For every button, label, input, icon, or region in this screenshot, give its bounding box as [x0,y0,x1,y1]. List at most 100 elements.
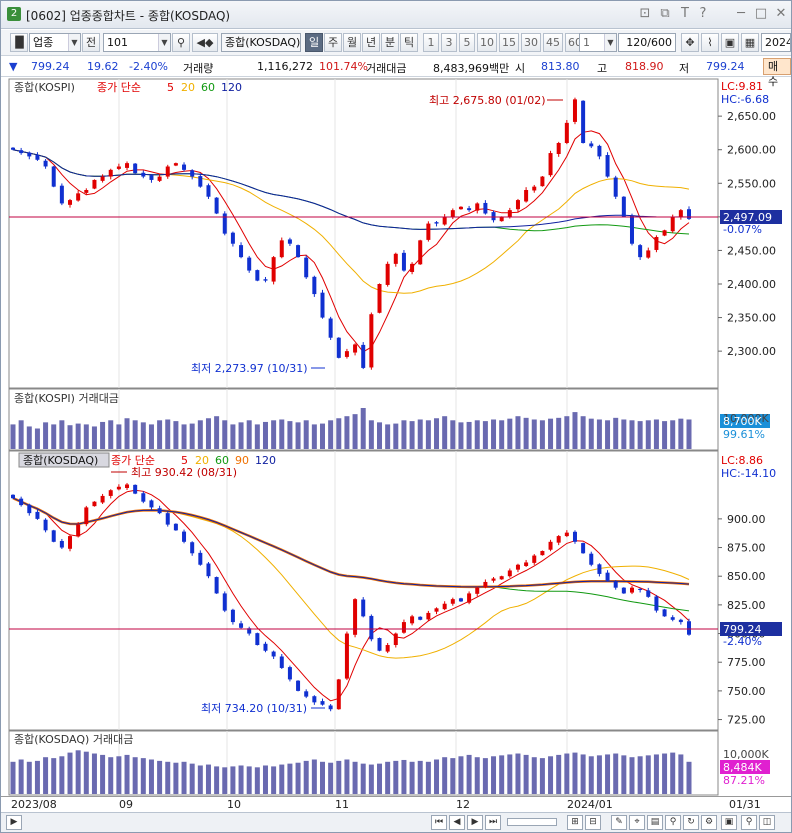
kospi-volume-bar [140,422,146,449]
tool-6-icon[interactable]: ⚙ [701,815,717,830]
kosdaq-candle-body [68,536,73,549]
kospi-last-change: -0.07% [723,223,762,236]
minimize-icon[interactable]: ─ [737,6,745,21]
search-icon[interactable]: ⚲ [172,33,190,52]
kospi-volume-bar [26,426,32,449]
kospi-candle-body [198,176,203,187]
kosdaq-candle-body [222,593,227,611]
kospi-candle-body [475,203,480,211]
period-minute[interactable]: 분 [381,33,399,52]
quote-high: 818.90 [625,60,664,73]
kospi-candle-body [35,155,40,160]
kospi-volume-bar [523,417,529,449]
close-icon[interactable]: ✕ [775,6,787,21]
kospi-candle-body [507,210,512,217]
scroll-next-icon[interactable]: ▶ [467,815,483,830]
zoom-in-icon[interactable]: ⊞ [567,815,583,830]
kosdaq-vol-last: 8,484K [723,761,762,774]
zoom-slider[interactable] [507,818,557,826]
quote-low: 799.24 [706,60,745,73]
period-tick[interactable]: 틱 [400,33,418,52]
interval-10[interactable]: 10 [477,33,497,52]
link-icon[interactable]: ⧉ [660,6,670,21]
kospi-volume-bar [10,424,16,449]
layout-icon[interactable]: ⊡ [639,6,651,21]
kosdaq-volume-bar [214,766,220,794]
period-month[interactable]: 월 [343,33,361,52]
tool-8-icon[interactable]: ⚲ [741,815,757,830]
kosdaq-candle-body [540,550,545,556]
kospi-volume-bar [18,420,24,449]
kospi-ma120: 120 [221,81,242,94]
date-field[interactable]: 2024/ [761,33,791,52]
save-icon[interactable]: ▣ [721,33,739,52]
help-icon[interactable]: ? [699,6,707,21]
kospi-candle-body [678,210,683,217]
kospi-candle-body [621,196,626,217]
tool-4-icon[interactable]: ⚲ [665,815,681,830]
kospi-volume-bar [613,417,619,449]
all-button[interactable]: 전 [82,33,100,52]
period-day[interactable]: 일 [305,33,323,52]
count-field[interactable]: 120/600 [618,33,676,52]
calendar-icon[interactable]: ▦ [741,33,759,52]
kospi-candle-body [670,216,675,232]
kosdaq-legend-box [18,452,110,468]
scroll-start-icon[interactable]: ▶ [6,815,22,830]
scroll-last-icon[interactable]: ⏭ [485,815,501,830]
kosdaq-volume-bar [409,761,415,794]
tool-1-icon[interactable]: ✎ [611,815,627,830]
kosdaq-volume-bar [124,754,130,794]
interval-select[interactable]: 1 ▼ [579,33,617,52]
tool-5-icon[interactable]: ↻ [683,815,699,830]
interval-15[interactable]: 15 [499,33,519,52]
tool-7-icon[interactable]: ▣ [721,815,737,830]
kosdaq-candle-body [450,599,455,604]
kospi-candle-body [51,166,56,187]
kosdaq-vol-pct: 87.21% [723,774,765,787]
kosdaq-volume-bar [621,755,627,794]
kospi-hc: HC:-6.68 [721,93,769,106]
interval-1[interactable]: 1 [423,33,439,52]
interval-30[interactable]: 30 [521,33,541,52]
scroll-prev-icon[interactable]: ◀ [449,815,465,830]
kospi-ytick-label: 2,450.00 [727,244,776,257]
crosshair-icon[interactable]: ✥ [681,33,699,52]
kosdaq-volume-bar [670,752,676,794]
kospi-candle-body [100,176,105,181]
tool-2-icon[interactable]: ⌖ [629,815,645,830]
kosdaq-volume-bar [474,757,480,794]
kosdaq-volume-bar [295,762,301,794]
toolbar-menu-icon[interactable]: ▐▌ [10,33,28,52]
font-icon[interactable]: T [681,6,689,21]
code-input[interactable]: 101 ▼ [103,33,171,52]
kospi-volume-bar [539,420,545,449]
chart-scrollbar[interactable]: ▶ ⏮ ◀ ▶ ⏭ ⊞ ⊟ ✎ ⌖ ▤ ⚲ ↻ ⚙ ▣ ⚲ ◫ [1,812,791,832]
period-week[interactable]: 주 [324,33,342,52]
interval-45[interactable]: 45 [543,33,563,52]
sound-icon[interactable]: ◀◆ [192,33,218,52]
chart-area[interactable]: 종합(KOSPI) 종가 단순 5 20 60 120 LC:9.81 HC:-… [1,78,791,796]
zoom-out-icon[interactable]: ⊟ [585,815,601,830]
kospi-candle-body [393,253,398,264]
kosdaq-candle-body [230,609,235,623]
period-year[interactable]: 년 [362,33,380,52]
interval-3[interactable]: 3 [441,33,457,52]
kosdaq-candle-body [589,553,594,565]
kosdaq-candle-body [100,495,105,503]
kosdaq-candle-body [442,603,447,610]
market-select[interactable]: 업종 ▼ [29,33,81,52]
kospi-vol-tick: 10,000K [723,412,769,425]
indicator-icon[interactable]: ⌇ [701,33,719,52]
tool-9-icon[interactable]: ◫ [759,815,775,830]
maximize-icon[interactable]: □ [754,6,768,21]
kospi-candle-body [263,279,268,281]
tool-3-icon[interactable]: ▤ [647,815,663,830]
kospi-candle-body [458,206,463,210]
quote-low-label: 저 [679,62,690,75]
kospi-volume-bar [344,416,350,449]
buy-button[interactable]: 매수 [763,58,791,88]
quote-amount-label: 거래대금 [366,62,407,75]
interval-5[interactable]: 5 [459,33,475,52]
scroll-first-icon[interactable]: ⏮ [431,815,447,830]
